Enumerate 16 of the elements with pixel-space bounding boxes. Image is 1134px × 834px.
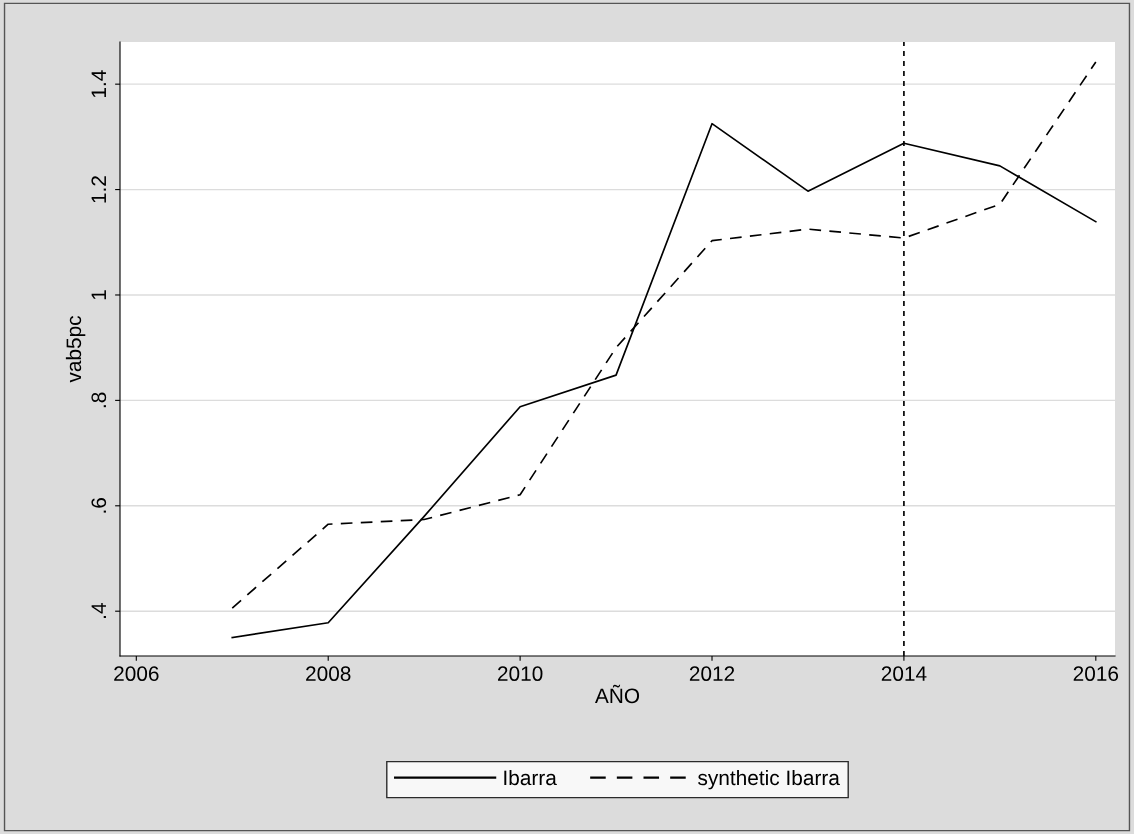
y-tick-label: 1.4	[91, 70, 106, 98]
legend-label: Ibarra	[504, 769, 557, 786]
x-tick-label: 2012	[689, 666, 735, 682]
y-tick-label: .6	[91, 498, 107, 513]
x-tick-label: 2016	[1073, 666, 1119, 682]
x-tick-label: 2010	[497, 666, 543, 682]
x-axis-title: AÑO	[594, 684, 640, 704]
x-tick-label: 2014	[881, 666, 927, 682]
y-tick-label: .4	[91, 603, 106, 618]
y-tick-label: 1	[91, 290, 106, 300]
legend-label: synthetic Ibarra	[698, 769, 840, 790]
y-axis-title: vab5pc	[65, 315, 86, 383]
x-tick-label: 2006	[114, 666, 159, 682]
x-tick-label: 2008	[306, 666, 351, 682]
y-tick-label: 1.2	[91, 176, 106, 203]
y-tick-label: .8	[91, 392, 107, 408]
